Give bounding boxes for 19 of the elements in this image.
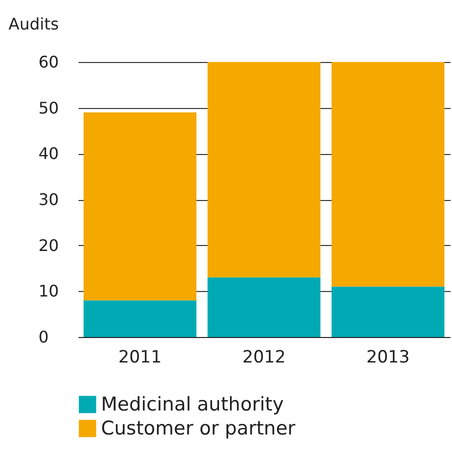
bar [208, 62, 320, 278]
bar [84, 300, 196, 337]
y-axis-title: Audits [8, 14, 59, 34]
bar [332, 62, 444, 287]
y-tick-label: 30 [38, 190, 59, 209]
x-tick-label: 2012 [242, 348, 286, 368]
y-tick-label: 60 [38, 52, 59, 72]
bar [208, 277, 320, 337]
y-tick-label: 10 [38, 282, 59, 301]
x-tick-label: 2013 [366, 348, 410, 368]
y-tick-label: 40 [38, 144, 59, 164]
y-tick-label: 20 [38, 236, 59, 255]
y-tick-label: 0 [38, 328, 49, 346]
legend-label: Customer or partner [101, 418, 296, 440]
bar [332, 286, 444, 337]
legend-label: Medicinal authority [101, 394, 284, 416]
bar [84, 112, 196, 300]
x-tick-label: 2011 [118, 348, 162, 368]
y-tick-label: 50 [38, 98, 59, 118]
